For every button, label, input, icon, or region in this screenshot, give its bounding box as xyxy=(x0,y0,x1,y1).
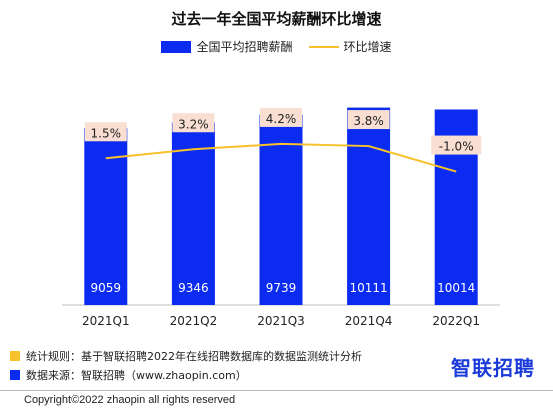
rate-label-bg xyxy=(84,122,127,142)
footnote-rule-text: 统计规则：基于智联招聘2022年在线招聘数据库的数据监测统计分析 xyxy=(26,350,362,363)
bar xyxy=(347,107,391,306)
rate-label-bg xyxy=(172,113,215,133)
legend-swatch-bar xyxy=(161,40,192,53)
legend-label-line: 环比增速 xyxy=(343,40,392,54)
chart-title: 过去一年全国平均薪酬环比增速 xyxy=(171,10,382,28)
x-tick-label: 2021Q3 xyxy=(257,314,305,328)
bar-value-label: 9739 xyxy=(266,281,297,295)
zhaopin-logo: 智联招聘 xyxy=(451,356,535,380)
bar-value-label: 10014 xyxy=(437,281,475,295)
note-square-icon xyxy=(10,351,20,361)
bar xyxy=(171,122,215,305)
legend-label-bar: 全国平均招聘薪酬 xyxy=(196,40,293,54)
copyright-text: Copyright©2022 zhaopin all rights reserv… xyxy=(24,394,236,406)
rate-label-bg xyxy=(260,107,302,127)
footnote-source: 数据来源：智联招聘（www.zhaopin.com） xyxy=(10,367,247,383)
bar xyxy=(84,128,128,305)
footnote-source-text: 数据来源：智联招聘（www.zhaopin.com） xyxy=(26,369,247,382)
rate-label: 4.2% xyxy=(266,112,297,126)
rate-label: 3.8% xyxy=(353,114,384,128)
chart-legend: 全国平均招聘薪酬 环比增速 xyxy=(0,38,553,55)
bar-value-label: 9059 xyxy=(91,281,122,295)
bar xyxy=(259,114,303,305)
rate-label-bg xyxy=(347,110,390,130)
rate-label: 1.5% xyxy=(91,126,122,140)
legend-item-bar: 全国平均招聘薪酬 xyxy=(161,38,293,55)
x-tick-label: 2021Q1 xyxy=(82,314,130,328)
growth-line xyxy=(105,142,457,173)
x-tick-label: 2021Q4 xyxy=(345,314,393,328)
legend-swatch-line xyxy=(308,45,339,48)
footnote-rule: 统计规则：基于智联招聘2022年在线招聘数据库的数据监测统计分析 xyxy=(10,348,362,364)
bar-value-label: 10111 xyxy=(350,281,388,295)
note-square-icon xyxy=(10,370,20,380)
rate-label: -1.0% xyxy=(439,140,474,154)
bar-value-label: 9346 xyxy=(178,281,209,295)
x-tick-label: 2021Q2 xyxy=(170,314,218,328)
rate-label: 3.2% xyxy=(178,117,209,131)
footer-divider xyxy=(0,390,553,391)
rate-label-bg xyxy=(431,135,482,155)
legend-item-line: 环比增速 xyxy=(308,38,392,55)
x-tick-label: 2022Q1 xyxy=(432,314,480,328)
